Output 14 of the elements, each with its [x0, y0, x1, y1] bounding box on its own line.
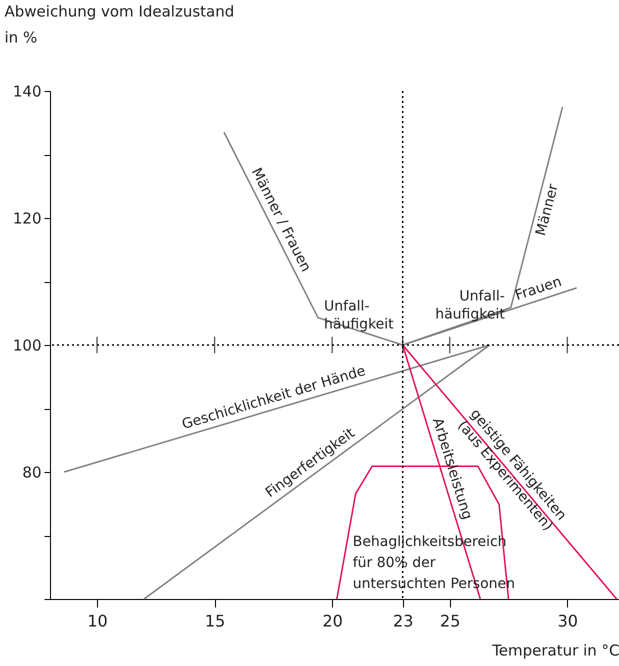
x-axis-title: Temperatur in °C — [491, 642, 619, 660]
y-tick-label: 80 — [22, 464, 42, 482]
y-tick-label: 140 — [12, 82, 42, 100]
y-tick-label: 120 — [12, 210, 42, 228]
x-tick-label: 23 — [393, 612, 414, 630]
x-tick-label: 15 — [204, 612, 226, 630]
x-tick-label: 20 — [322, 612, 343, 630]
text: Männer — [533, 182, 562, 238]
x-tick-label: 30 — [558, 612, 578, 630]
text: Frauen — [513, 274, 564, 304]
y-axis-title: Abweichung vom Idealzustand in % — [4, 2, 234, 46]
x-tick-label: 10 — [87, 612, 108, 630]
y-tick-label: 100 — [12, 336, 42, 354]
x-tick-label: 25 — [440, 612, 460, 630]
